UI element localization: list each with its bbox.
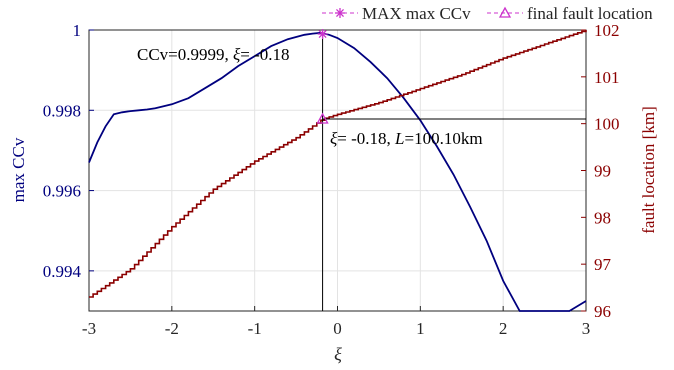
crosshair-lines <box>322 34 586 311</box>
fault-annotation-d: =100.10km <box>405 129 483 148</box>
x-tick-label-3: 0 <box>333 319 342 338</box>
fault-annotation-b: = -0.18, <box>337 129 395 148</box>
max-annotation-a: CCv=0.9999, <box>137 45 233 64</box>
x-tick-label-5: 2 <box>499 319 508 338</box>
max-annotation-xi: ξ <box>233 45 241 64</box>
fault-annotation-xi: ξ <box>330 129 338 148</box>
legend-item-fault: final fault location <box>487 4 653 23</box>
right-tick-label-3: 99 <box>594 162 611 181</box>
max-annotation-c: = -0.18 <box>240 45 289 64</box>
left-tick-label-3: 1 <box>73 21 82 40</box>
fault-annotation-l: L <box>394 129 404 148</box>
legend-triangle-shape <box>498 6 512 18</box>
right-tick-label-5: 101 <box>594 68 620 87</box>
legend: MAX max CCv final fault location <box>318 1 653 25</box>
x-tick-label-6: 3 <box>582 319 591 338</box>
legend-star-icon <box>335 8 345 18</box>
right-tick-label-6: 102 <box>594 21 620 40</box>
x-tick-label-4: 1 <box>416 319 425 338</box>
x-axis-ticks: -3 -2 -1 0 1 2 3 <box>82 306 590 338</box>
legend-label-max: MAX max CCv <box>362 4 471 23</box>
legend-label-fault: final fault location <box>527 4 653 23</box>
x-axis-label: ξ <box>334 344 342 364</box>
left-tick-label-2: 0.998 <box>43 101 81 120</box>
x-tick-label-1: -2 <box>165 319 179 338</box>
right-tick-label-4: 100 <box>594 115 620 134</box>
legend-triangle-icon <box>498 6 512 18</box>
line-fault-location <box>89 30 587 298</box>
marker-fault-triangle <box>316 112 329 124</box>
series-max-ccv <box>88 31 587 312</box>
right-axis-ticks: 96 97 98 99 100 101 102 <box>581 21 620 321</box>
x-tick-label-0: -3 <box>82 319 96 338</box>
right-tick-label-2: 98 <box>594 208 611 227</box>
max-annotation: CCv=0.9999, ξ= -0.18 <box>137 45 290 64</box>
right-tick-label-0: 96 <box>594 302 611 321</box>
legend-background <box>318 1 588 25</box>
fault-annotation: ξ= -0.18, L=100.10km <box>330 129 483 148</box>
legend-star-shape <box>335 8 345 18</box>
left-tick-label-0: 0.994 <box>43 262 82 281</box>
legend-item-max: MAX max CCv <box>322 4 471 23</box>
grid <box>88 29 587 311</box>
series-fault-location <box>89 30 587 298</box>
left-axis-label: max CCv <box>9 137 28 202</box>
line-max-ccv <box>88 31 587 312</box>
right-axis-label: fault location [km] <box>639 106 658 233</box>
legend-star-shape-stroke-3 <box>336 9 344 17</box>
left-axis-ticks: 0.994 0.996 0.998 1 <box>43 21 94 281</box>
x-tick-label-2: -1 <box>248 319 262 338</box>
marker-max-star-stroke-3 <box>318 30 327 39</box>
marker-max-star <box>317 29 328 40</box>
markers <box>316 29 329 124</box>
left-tick-label-1: 0.996 <box>43 182 81 201</box>
right-tick-label-1: 97 <box>594 255 612 274</box>
